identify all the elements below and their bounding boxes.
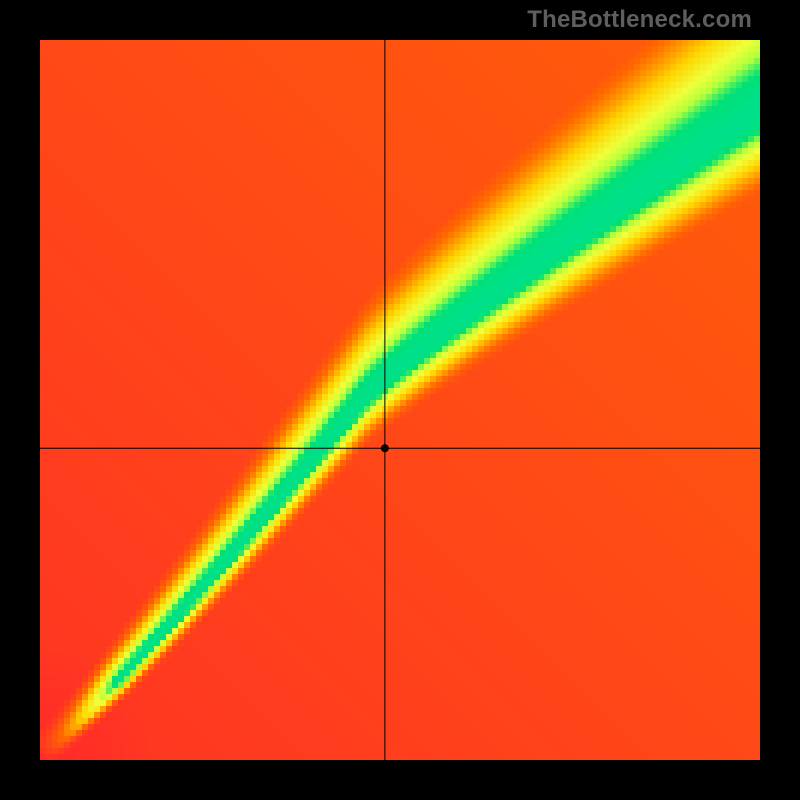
chart-container: TheBottleneck.com: [0, 0, 800, 800]
heatmap-canvas: [40, 40, 760, 760]
watermark-text: TheBottleneck.com: [527, 6, 752, 34]
